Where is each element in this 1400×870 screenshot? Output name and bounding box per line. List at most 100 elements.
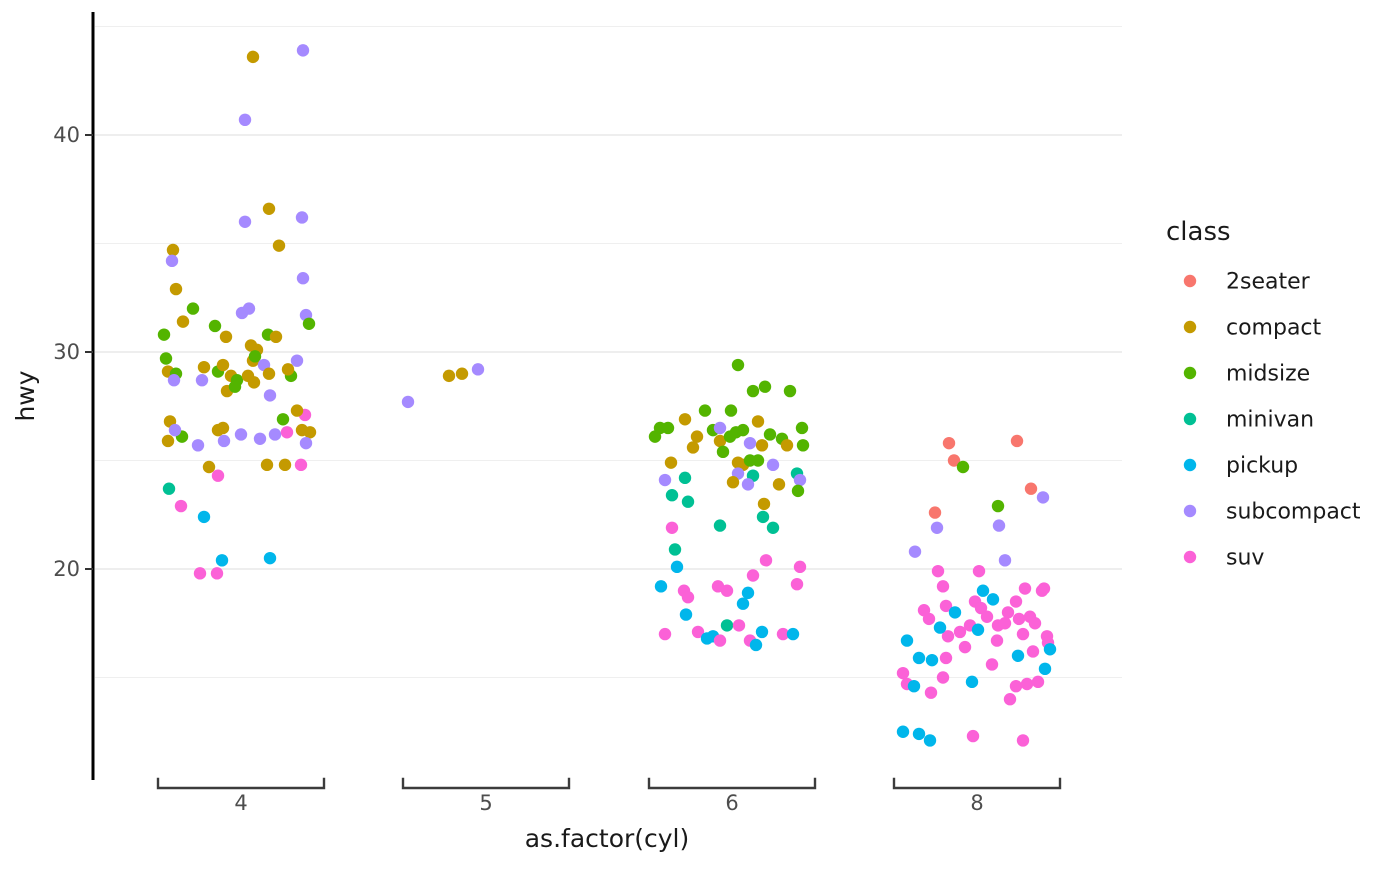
data-point-pickup <box>948 606 962 619</box>
data-point-compact <box>713 434 727 448</box>
data-point-compact <box>690 430 704 443</box>
data-point-compact <box>278 458 292 472</box>
data-point-2seater <box>942 436 956 450</box>
data-point-midsize <box>648 430 662 443</box>
data-point-suv <box>939 599 953 613</box>
data-point-suv <box>1031 675 1045 689</box>
data-point-pickup <box>900 634 914 647</box>
data-point-minivan <box>766 521 780 534</box>
x-tick-label: 8 <box>970 791 983 815</box>
data-point-suv <box>998 617 1012 630</box>
legend-dot-2seater <box>1183 274 1197 288</box>
data-point-subcompact <box>263 389 277 402</box>
data-point-suv <box>720 584 734 597</box>
x-axis-brackets <box>156 777 1062 790</box>
data-point-subcompact <box>793 473 807 487</box>
data-point-subcompact <box>191 439 205 452</box>
x-axis-tick-labels: 4 5 6 8 <box>234 791 983 815</box>
data-point-midsize <box>736 423 750 437</box>
data-point-suv <box>1009 679 1023 693</box>
data-point-midsize <box>186 302 200 315</box>
legend-item-subcompact: subcompact <box>1183 500 1361 525</box>
legend-dot-minivan <box>1183 412 1197 426</box>
data-point-pickup <box>923 734 937 747</box>
data-point-minivan <box>678 471 692 485</box>
data-point-suv <box>793 560 807 574</box>
data-point-compact <box>751 415 765 428</box>
data-point-midsize <box>157 328 171 341</box>
data-point-compact <box>166 243 180 257</box>
data-point-suv <box>790 577 804 591</box>
data-point-pickup <box>933 621 947 634</box>
data-point-subcompact <box>165 254 179 268</box>
data-point-pickup <box>925 653 939 667</box>
data-point-subcompact <box>238 215 252 228</box>
data-point-suv <box>1020 677 1034 691</box>
y-tick-label: 30 <box>53 340 80 364</box>
data-point-pickup <box>965 675 979 689</box>
y-axis-ticks <box>85 134 93 570</box>
data-point-subcompact <box>296 44 310 57</box>
data-point-subcompact <box>743 436 757 450</box>
data-point-pickup <box>907 679 921 693</box>
data-point-suv <box>1035 584 1049 597</box>
legend-label: subcompact <box>1226 500 1361 525</box>
legend-item-minivan: minivan <box>1183 408 1314 433</box>
data-point-midsize <box>159 352 173 365</box>
data-point-suv <box>174 499 188 513</box>
data-point-suv <box>776 627 790 641</box>
data-point-suv <box>985 658 999 671</box>
legend-item-compact: compact <box>1183 316 1322 341</box>
data-point-pickup <box>971 623 985 636</box>
data-point-subcompact <box>238 113 252 127</box>
data-point-pickup <box>1011 649 1025 662</box>
data-point-subcompact <box>908 545 922 558</box>
data-point-pickup <box>912 727 926 741</box>
legend-dot-midsize <box>1183 366 1197 380</box>
data-point-pickup <box>263 551 277 565</box>
data-point-pickup <box>197 510 211 524</box>
data-point-subcompact <box>295 211 309 224</box>
data-point-suv <box>922 612 936 626</box>
data-point-midsize <box>248 350 262 363</box>
data-point-pickup <box>986 593 1000 606</box>
data-point-subcompact <box>253 432 267 445</box>
data-point-subcompact <box>296 272 310 285</box>
data-point-compact <box>442 369 456 383</box>
y-axis-title: hwy <box>11 370 40 421</box>
x-axis-title: as.factor(cyl) <box>525 824 690 853</box>
data-point-pickup <box>741 586 755 600</box>
data-point-subcompact <box>471 363 485 376</box>
x-tick-label: 6 <box>725 791 738 815</box>
data-point-subcompact <box>401 395 415 409</box>
data-point-subcompact <box>998 554 1012 567</box>
data-point-suv <box>931 564 945 578</box>
data-point-midsize <box>302 317 316 330</box>
data-point-pickup <box>1038 662 1052 676</box>
data-point-subcompact <box>766 458 780 472</box>
data-point-minivan <box>720 619 734 632</box>
data-point-2seater <box>947 454 961 467</box>
data-point-compact <box>269 330 283 344</box>
data-point-compact <box>664 456 678 469</box>
data-point-compact <box>295 423 309 437</box>
legend-label: midsize <box>1226 362 1310 387</box>
data-point-compact <box>780 439 794 452</box>
data-point-2seater <box>1010 434 1024 448</box>
data-point-suv <box>691 625 705 639</box>
data-point-midsize <box>991 499 1005 513</box>
data-point-compact <box>216 358 230 372</box>
legend-dot-compact <box>1183 320 1197 334</box>
data-point-compact <box>216 421 230 435</box>
data-point-suv <box>211 469 225 482</box>
data-point-2seater <box>1024 482 1038 495</box>
data-point-suv <box>896 666 910 680</box>
data-point-suv <box>1016 627 1030 641</box>
data-point-suv <box>1016 734 1030 747</box>
data-point-subcompact <box>930 521 944 534</box>
legend: 2seater compact midsize minivan pickup subcom… <box>1183 270 1361 571</box>
data-point-compact <box>757 497 771 511</box>
data-point-suv <box>939 651 953 665</box>
